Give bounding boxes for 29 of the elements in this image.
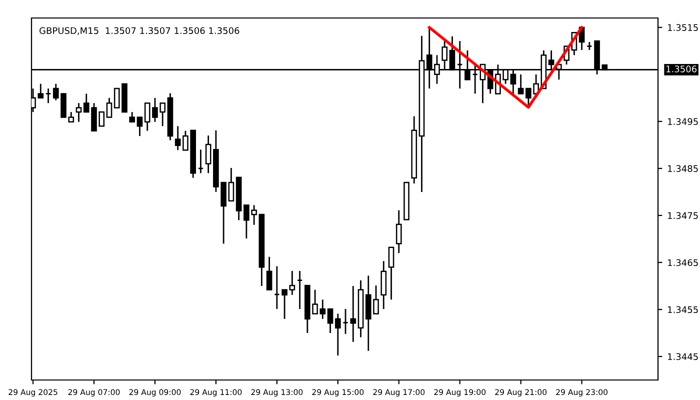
candlestick	[388, 246, 394, 300]
candlestick	[274, 266, 280, 310]
candlestick	[228, 167, 234, 202]
candlestick	[205, 134, 212, 174]
text: GBPUSD,M15 1.3507 1.3507 1.3506 1.3506	[40, 27, 240, 35]
y-tick-label: 1.3475	[668, 212, 698, 220]
candlestick	[296, 270, 303, 310]
y-tick-label: 1.3515	[668, 24, 698, 31]
candlestick	[266, 256, 272, 290]
candlestick	[45, 88, 52, 104]
y-tick-label: 1.3495	[668, 118, 698, 125]
candlestick	[380, 260, 387, 310]
candlestick	[198, 148, 204, 174]
y-tick-label: 1.3455	[668, 306, 698, 314]
candlestick	[350, 285, 356, 343]
y-tick-label: 1.3465	[668, 259, 698, 266]
candlestick	[342, 308, 348, 335]
candlestick	[327, 308, 334, 334]
y-tick-label: 1.3445	[668, 353, 698, 360]
y-tick-label: 1.3485	[668, 165, 698, 172]
candlestick	[334, 313, 341, 356]
candlestick	[136, 116, 143, 137]
candlestick	[396, 210, 402, 254]
candlestick	[76, 102, 82, 123]
candlestick	[518, 74, 524, 94]
candlestick	[129, 111, 136, 123]
ref-line-label: 1.3506	[666, 66, 697, 72]
candlestick	[174, 125, 181, 151]
candlestick	[106, 97, 112, 118]
